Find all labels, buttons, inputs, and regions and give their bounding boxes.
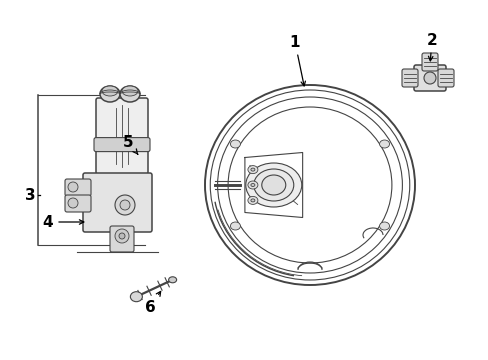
Ellipse shape [247,197,257,204]
Ellipse shape [250,168,254,171]
Ellipse shape [102,86,118,96]
FancyBboxPatch shape [65,195,91,212]
FancyBboxPatch shape [96,98,148,174]
FancyBboxPatch shape [94,138,150,152]
Ellipse shape [122,86,138,96]
Ellipse shape [120,200,130,210]
Ellipse shape [100,86,120,102]
FancyBboxPatch shape [401,69,417,87]
Text: 4: 4 [42,215,83,230]
FancyBboxPatch shape [437,69,453,87]
Ellipse shape [68,182,78,192]
Text: 2: 2 [426,32,436,61]
Text: 1: 1 [289,35,305,86]
Ellipse shape [130,292,142,302]
Text: 5: 5 [122,135,138,154]
FancyBboxPatch shape [110,226,134,252]
Ellipse shape [230,222,240,230]
Ellipse shape [250,184,254,186]
Text: 6: 6 [144,292,161,315]
Ellipse shape [120,86,140,102]
Ellipse shape [261,175,285,195]
Ellipse shape [245,163,301,207]
Ellipse shape [115,229,129,243]
Ellipse shape [115,195,135,215]
Ellipse shape [379,222,389,230]
Ellipse shape [379,140,389,148]
Text: 3: 3 [24,188,35,202]
FancyBboxPatch shape [413,65,445,91]
Ellipse shape [168,277,176,283]
Ellipse shape [253,169,293,201]
Ellipse shape [247,181,257,189]
Ellipse shape [247,166,257,174]
Ellipse shape [230,140,240,148]
FancyBboxPatch shape [83,173,152,232]
Ellipse shape [68,198,78,208]
FancyBboxPatch shape [65,179,91,196]
FancyBboxPatch shape [421,53,437,71]
Ellipse shape [119,233,125,239]
Ellipse shape [250,199,254,202]
Ellipse shape [423,72,435,84]
